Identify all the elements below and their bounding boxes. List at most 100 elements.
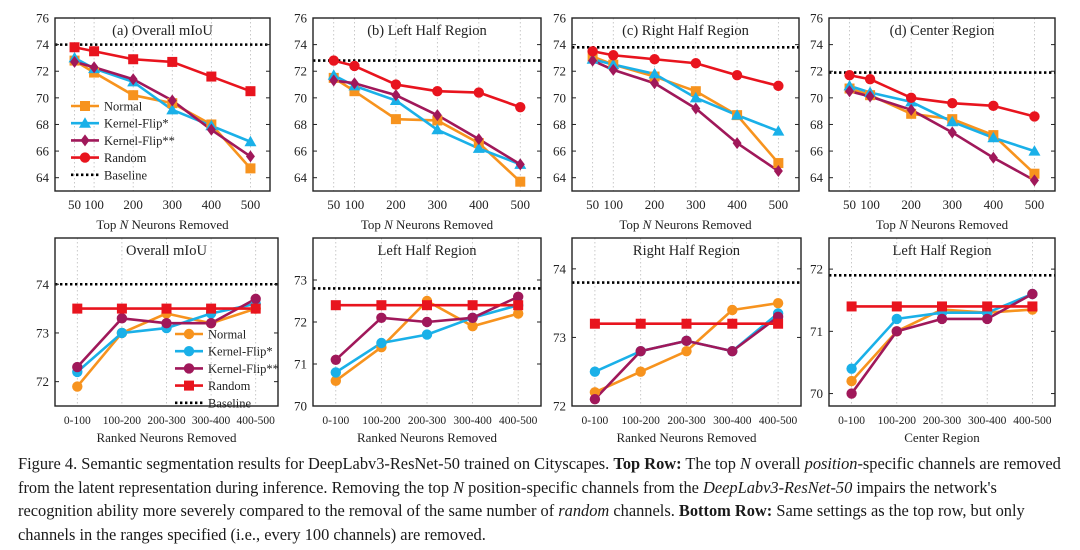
caption-segment: Figure 4. Semantic segmentation results … [18, 454, 614, 473]
data-point [727, 304, 738, 316]
data-point [608, 50, 619, 61]
x-tick-label: 100 [604, 197, 624, 212]
y-tick-label: 72 [810, 262, 823, 277]
data-point [330, 300, 341, 311]
chart-title: (c) Right Half Region [622, 23, 750, 39]
data-point [349, 60, 360, 72]
data-point [732, 137, 742, 150]
data-point [376, 312, 387, 323]
data-point [891, 326, 902, 337]
data-point [89, 61, 99, 74]
data-point [845, 85, 855, 98]
y-tick-label: 72 [553, 399, 566, 414]
y-tick-label: 68 [294, 117, 307, 132]
x-tick-label: 300 [686, 197, 706, 212]
data-point [116, 313, 128, 324]
y-tick-label: 76 [810, 11, 824, 26]
legend-label: Random [208, 379, 251, 393]
x-tick-label: 300-400 [713, 415, 752, 427]
data-point [731, 70, 743, 81]
data-point [474, 133, 484, 146]
y-tick-label: 72 [36, 374, 49, 389]
legend-item: Random [175, 379, 251, 393]
data-point [773, 158, 784, 169]
data-point [116, 303, 127, 314]
data-point [376, 300, 387, 311]
y-tick-label: 66 [810, 144, 824, 159]
data-point [690, 86, 701, 97]
data-point [773, 80, 784, 92]
data-point [846, 388, 857, 399]
data-point [161, 318, 172, 329]
x-tick-label: 200 [123, 197, 143, 212]
data-point [691, 102, 701, 115]
y-tick-label: 64 [294, 170, 308, 185]
legend-label: Baseline [208, 396, 251, 410]
y-tick-label: 76 [553, 11, 567, 26]
caption-segment: impairs the network's recognition abilit… [18, 477, 997, 521]
legend-item: Kernel-Flip* [175, 345, 273, 359]
x-tick-label: 500 [511, 197, 531, 212]
x-tick-label: 500 [769, 197, 789, 212]
data-point [167, 56, 178, 67]
data-point [635, 318, 646, 329]
plot-frame [312, 17, 542, 192]
y-tick-label: 74 [36, 277, 50, 292]
legend-item: Kernel-Flip** [71, 134, 175, 148]
x-axis-label: Top N Neurons Removed [876, 217, 1009, 232]
legend-label: Baseline [104, 168, 147, 182]
chart-title: Right Half Region [633, 243, 741, 259]
x-tick-label: 400-500 [759, 415, 798, 427]
y-tick-label: 72 [553, 64, 566, 79]
x-tick-label: 200 [386, 197, 406, 212]
data-point [245, 150, 255, 163]
data-point [250, 303, 261, 314]
caption-segment: channels. [609, 501, 679, 520]
data-point [588, 54, 598, 67]
data-point [988, 151, 998, 164]
legend-swatch-marker [79, 152, 91, 163]
x-tick-label: 300-400 [192, 415, 231, 427]
caption-segment: Bottom Row: [678, 501, 773, 520]
data-point [116, 327, 128, 339]
data-point [587, 46, 598, 57]
data-point [690, 58, 702, 69]
series-line-kernel-flipstarstar [849, 89, 1036, 182]
data-point [607, 58, 620, 70]
chart-title: (b) Left Half Region [367, 23, 487, 39]
data-point [681, 345, 692, 357]
data-point [70, 55, 80, 68]
data-point [349, 77, 359, 90]
data-point [772, 125, 785, 136]
data-point [128, 54, 139, 65]
data-point [731, 109, 744, 120]
data-point [773, 318, 784, 329]
data-point [891, 313, 902, 325]
chart-panel-8: 70 71 72 0-100 100-200 200-300 300-400 400-500 L… [810, 237, 1056, 445]
data-point [432, 85, 443, 97]
data-point [128, 73, 138, 86]
x-tick-label: 500 [241, 197, 261, 212]
chart-panel-4: 64 66 68 70 72 74 76 50 100 200 300 400 500 (d) Cente… [810, 11, 1056, 232]
data-point [727, 318, 738, 329]
chart-title: Left Half Region [892, 243, 992, 259]
legend-label: Kernel-Flip** [104, 134, 175, 148]
x-tick-label: 100-200 [362, 415, 401, 427]
data-point [865, 90, 875, 103]
x-tick-label: 200-300 [147, 415, 186, 427]
x-tick-label: 100-200 [878, 415, 917, 427]
x-tick-label: 300-400 [453, 415, 492, 427]
plot-frame [828, 17, 1056, 192]
x-tick-label: 200-300 [408, 415, 447, 427]
legend-label: Kernel-Flip** [208, 362, 279, 376]
data-point [649, 54, 660, 65]
data-point [467, 312, 478, 323]
x-tick-label: 200 [645, 197, 665, 212]
data-point [72, 381, 83, 392]
data-point [1029, 174, 1039, 187]
y-tick-label: 66 [36, 144, 50, 159]
legend-label: Normal [104, 100, 143, 114]
data-point [1029, 168, 1040, 179]
x-tick-label: 400-500 [237, 415, 276, 427]
y-tick-label: 74 [810, 37, 824, 52]
